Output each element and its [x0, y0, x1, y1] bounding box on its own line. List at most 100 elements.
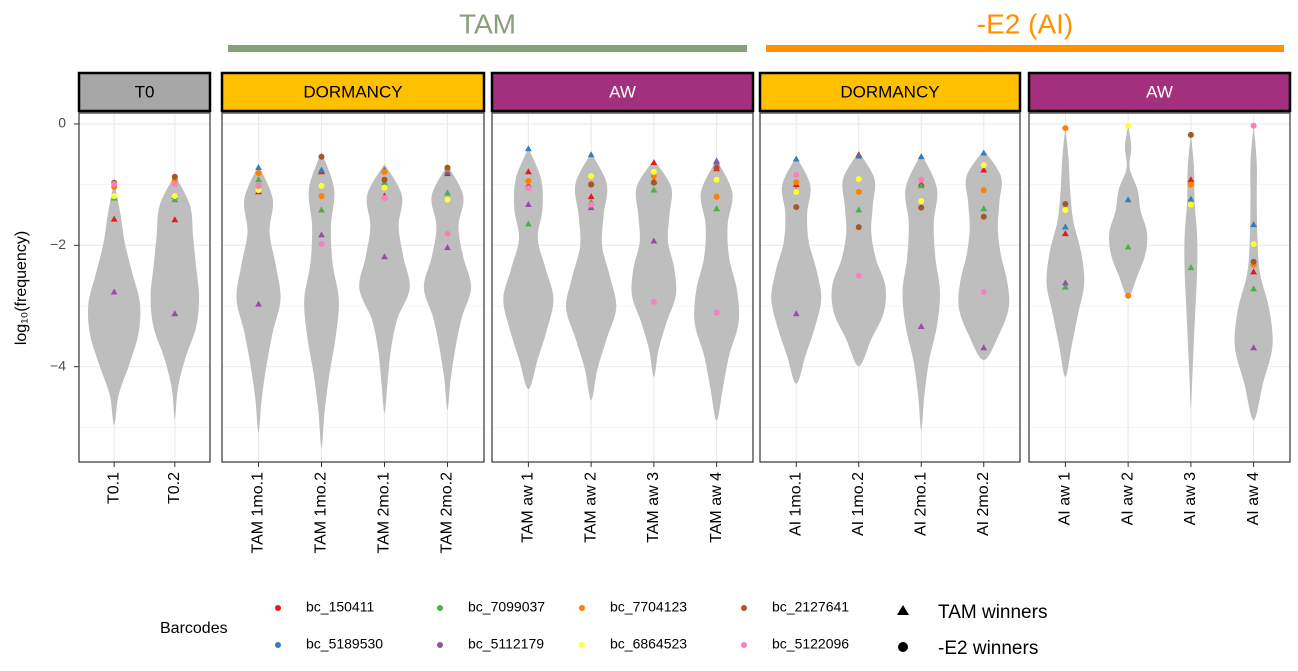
point-triangle	[318, 166, 325, 173]
legend-label: bc_6864523	[610, 636, 687, 652]
violin	[1046, 126, 1085, 378]
point-circle	[318, 182, 325, 189]
point-triangle	[792, 155, 800, 162]
point-triangle	[650, 237, 658, 244]
point-circle	[318, 193, 325, 200]
point-circle	[855, 272, 862, 279]
point-triangle	[110, 288, 118, 295]
legend-label: bc_7099037	[468, 599, 545, 615]
strip	[758, 71, 1022, 113]
violin	[1184, 133, 1198, 408]
x-tick-label: AI 1mo.1	[787, 472, 804, 536]
legend-swatch	[579, 605, 585, 611]
violin	[304, 151, 339, 449]
point-circle	[1187, 201, 1194, 208]
point-circle	[1062, 207, 1069, 214]
point-circle	[171, 173, 178, 180]
legend-label: bc_5189530	[306, 636, 383, 652]
x-tick-label: T0.2	[166, 472, 183, 504]
legend-label: bc_5122096	[772, 636, 849, 652]
point-triangle	[444, 244, 451, 251]
point-triangle	[524, 220, 532, 227]
point-triangle	[587, 151, 595, 158]
point-triangle	[650, 186, 658, 193]
point-circle	[588, 181, 595, 188]
point-circle	[918, 198, 925, 205]
legend-title: Barcodes	[160, 620, 228, 637]
legend-swatch	[437, 605, 443, 611]
point-circle	[980, 289, 987, 296]
violin	[359, 163, 410, 413]
point-triangle	[1187, 176, 1195, 183]
legend-swatch	[275, 605, 281, 611]
violin	[1109, 125, 1148, 297]
point-triangle	[171, 196, 179, 203]
x-tick-label: AI 2mo.2	[975, 472, 992, 536]
point-circle	[318, 153, 325, 160]
point-circle	[318, 241, 325, 248]
panel-border	[1028, 112, 1291, 463]
point-circle	[1187, 181, 1194, 188]
group-bar	[228, 45, 747, 52]
point-circle	[980, 162, 987, 169]
point-triangle	[1187, 195, 1195, 202]
point-circle	[650, 179, 657, 186]
point-circle	[525, 185, 532, 192]
x-tick-label: T0.1	[105, 472, 122, 504]
strip-label: DORMANCY	[303, 82, 402, 101]
point-triangle	[255, 300, 262, 307]
point-triangle	[917, 323, 925, 330]
point-circle	[918, 204, 925, 211]
point-circle	[381, 194, 388, 201]
point-triangle	[650, 159, 658, 166]
violin	[694, 159, 740, 421]
point-triangle	[1250, 221, 1258, 228]
point-triangle	[524, 201, 532, 208]
x-tick-label: AI aw 3	[1182, 472, 1199, 525]
point-circle	[793, 204, 800, 211]
x-tick-label: TAM aw 2	[582, 472, 599, 543]
x-tick-label: AI 1mo.2	[850, 472, 867, 536]
point-triangle	[917, 153, 925, 160]
point-circle	[650, 298, 657, 305]
legend-shape-label: TAM winners	[938, 602, 1047, 623]
point-circle	[444, 196, 451, 203]
violin	[771, 156, 822, 384]
point-triangle	[1124, 196, 1132, 203]
point-circle	[650, 168, 657, 175]
point-circle	[793, 179, 800, 186]
violin	[631, 159, 677, 378]
strip	[77, 71, 212, 113]
point-triangle	[444, 189, 451, 196]
point-triangle	[171, 216, 179, 223]
point-triangle	[1124, 243, 1132, 250]
x-tick-label: AI 2mo.1	[912, 472, 929, 536]
point-triangle	[318, 231, 325, 238]
point-circle	[444, 164, 451, 171]
legend-label: bc_5112179	[468, 636, 544, 652]
point-circle	[255, 182, 262, 189]
point-triangle	[980, 205, 988, 212]
strip	[490, 71, 755, 113]
point-triangle	[713, 158, 721, 165]
legend-shape	[897, 605, 909, 615]
point-circle	[855, 176, 862, 183]
legend-shape-label: -E2 winners	[938, 638, 1038, 659]
point-circle	[918, 176, 925, 183]
point-circle	[1125, 122, 1132, 129]
strip	[220, 71, 486, 113]
point-circle	[980, 187, 987, 194]
violin	[565, 153, 617, 401]
legend-shape	[898, 642, 908, 652]
violin	[236, 165, 281, 433]
point-triangle	[1187, 264, 1195, 271]
point-triangle	[255, 176, 262, 183]
point-circle	[525, 177, 532, 184]
x-tick-label: TAM 1mo.1	[250, 472, 267, 554]
x-tick-label: TAM aw 3	[645, 472, 662, 543]
point-circle	[855, 188, 862, 195]
point-triangle	[917, 182, 925, 189]
x-tick-label: TAM 2mo.1	[376, 472, 393, 554]
panel-border	[78, 112, 211, 463]
group-title: -E2 (AI)	[977, 8, 1073, 39]
